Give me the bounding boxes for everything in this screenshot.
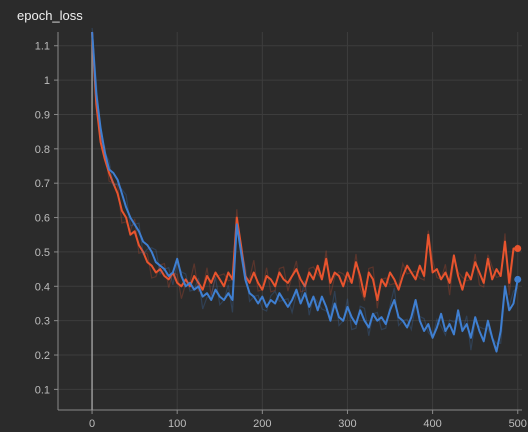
x-tick-label: 200 bbox=[253, 418, 271, 430]
x-tick-label: 300 bbox=[338, 418, 356, 430]
y-tick-label: 0.8 bbox=[35, 144, 50, 156]
tick-labels: 0.1 0.2 0.3 0.4 0.5 0.6 0.7 0.8 0.9 1 1.1 0 100 200 30… bbox=[35, 41, 527, 430]
y-tick-label: 0.2 bbox=[35, 350, 50, 362]
series-group bbox=[91, 27, 522, 353]
y-tick-label: 0.4 bbox=[35, 281, 50, 293]
y-tick-label: 0.1 bbox=[35, 384, 50, 396]
y-tick-label: 0.3 bbox=[35, 316, 50, 328]
y-tick-label: 1.1 bbox=[35, 41, 50, 53]
y-tick-label: 0.5 bbox=[35, 247, 50, 259]
series-end-point-0 bbox=[514, 244, 522, 252]
x-tick-label: 100 bbox=[168, 418, 186, 430]
series-end-point-1 bbox=[514, 275, 522, 283]
y-tick-label: 1 bbox=[44, 75, 50, 87]
series-line-0 bbox=[91, 31, 518, 301]
series-raw-0 bbox=[91, 44, 519, 309]
x-tick-label: 400 bbox=[423, 418, 441, 430]
x-tick-label: 0 bbox=[89, 418, 95, 430]
y-tick-label: 0.7 bbox=[35, 178, 50, 190]
y-tick-label: 0.9 bbox=[35, 109, 50, 121]
x-tick-label: 500 bbox=[509, 418, 527, 430]
series-raw-1 bbox=[91, 27, 519, 351]
chart-title: epoch_loss bbox=[17, 8, 83, 23]
axes bbox=[54, 32, 522, 414]
y-tick-label: 0.6 bbox=[35, 213, 50, 225]
series-line-1 bbox=[91, 31, 519, 353]
